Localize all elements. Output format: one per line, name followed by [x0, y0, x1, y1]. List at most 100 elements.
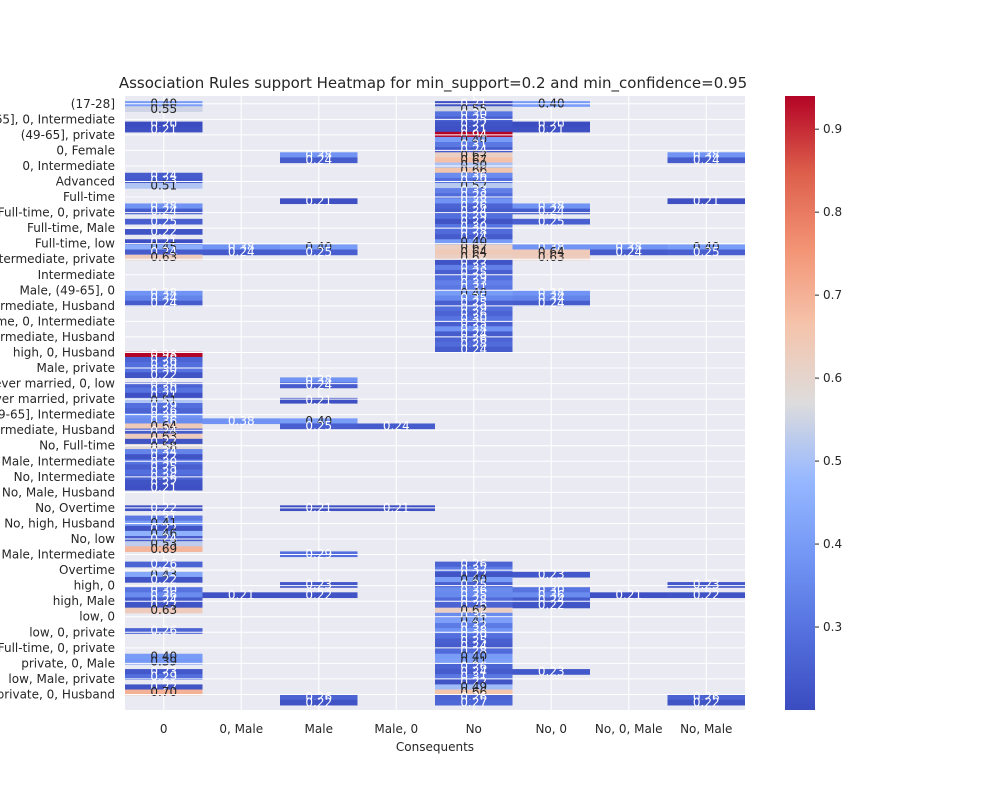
- heatmap-cell: [435, 684, 513, 691]
- heatmap-cell: [125, 658, 203, 665]
- heatmap-cell: [435, 244, 513, 251]
- y-tick-label: low, 0: [79, 610, 115, 624]
- cell-value-label: 0.21: [150, 480, 177, 494]
- heatmap-cell: [125, 669, 203, 675]
- y-axis-tick-labels: (17-28](49-65], 0, Intermediate (49-65], …: [0, 97, 115, 702]
- cell-value-label: 0.23: [538, 567, 565, 581]
- y-tick-label: Intermediate, private: [0, 252, 115, 266]
- heatmap-cell: [667, 249, 745, 256]
- cell-value-label: 0.24: [538, 296, 565, 310]
- cell-value-label: 0.26: [150, 624, 177, 638]
- y-tick-label: (49-65], 0, Intermediate: [0, 112, 115, 126]
- y-tick-label: Overtime: [59, 563, 115, 577]
- x-tick-label: No, 0: [535, 722, 567, 736]
- heatmap-cell: [125, 172, 203, 179]
- heatmap-cell: [125, 362, 203, 368]
- y-tick-label: No, Full-time: [39, 439, 115, 453]
- heatmap-cell: [125, 403, 203, 409]
- heatmap-cell: [435, 321, 513, 327]
- heatmap-cell: [435, 679, 513, 686]
- heatmap-cell: [435, 341, 513, 348]
- cell-value-label: 0.21: [538, 122, 565, 136]
- cell-value-label: 0.63: [150, 250, 177, 264]
- cell-value-label: 0.23: [305, 578, 332, 592]
- heatmap-cell: [125, 218, 203, 225]
- colorbar-tick-label: 0.3: [823, 620, 842, 634]
- y-tick-label: Full-time, 0, private: [0, 206, 115, 220]
- heatmap-cell: [125, 121, 203, 128]
- cell-value-label: 0.21: [305, 194, 332, 208]
- cell-value-label: 0.23: [693, 578, 720, 592]
- cell-value-label: 0.29: [305, 547, 332, 561]
- heatmap-cell: [435, 106, 513, 112]
- cell-value-label: 0.24: [460, 342, 487, 356]
- heatmap-cell: [280, 249, 358, 256]
- heatmap-cell: [435, 269, 513, 276]
- heatmap-cell: [435, 229, 513, 235]
- y-tick-label: No, low: [71, 532, 116, 546]
- heatmap-cell: [280, 699, 358, 706]
- heatmap-cell: [512, 249, 590, 256]
- heatmap-cell: [435, 218, 513, 225]
- heatmap-cell: [590, 592, 668, 599]
- y-tick-label: private, 0, Male: [21, 656, 115, 670]
- x-tick-label: 0: [160, 722, 168, 736]
- heatmap-cell: [435, 300, 513, 307]
- heatmap-cell: [202, 418, 280, 425]
- heatmap-cell: [435, 592, 513, 599]
- heatmap-cell: [512, 592, 590, 599]
- colorbar-tick-label: 0.9: [823, 122, 842, 136]
- heatmap-cell: [280, 694, 358, 701]
- heatmap-cell: [667, 699, 745, 706]
- y-tick-label: Never married, 0, low: [0, 377, 115, 391]
- heatmap-cell: [125, 571, 203, 578]
- y-tick-label: Intermediate, Husband: [0, 423, 115, 437]
- cell-value-label: 0.39: [150, 654, 177, 668]
- heatmap-cell: [125, 208, 203, 215]
- heatmap-cell: [512, 208, 590, 215]
- y-tick-label: Male, (49-65], 0: [19, 283, 115, 297]
- heatmap-cell: [435, 121, 513, 128]
- heatmap-cell: [125, 300, 203, 307]
- y-tick-label: Male, Intermediate: [2, 548, 115, 562]
- heatmap-cell: [435, 623, 513, 629]
- heatmap-cell: [125, 515, 203, 522]
- cell-value-label: 0.21: [615, 588, 642, 602]
- cell-value-label: 0.21: [693, 194, 720, 208]
- heatmap-cell: [125, 244, 203, 251]
- heatmap-cell: [125, 356, 203, 363]
- heatmap-cell: [280, 377, 358, 384]
- heatmap-cell: [512, 571, 590, 578]
- heatmap-cell: [125, 449, 203, 455]
- heatmap-cell: [125, 576, 203, 583]
- y-tick-label: (17-28]: [71, 97, 115, 111]
- heatmap-cell: [435, 669, 513, 675]
- heatmap-cell: [125, 177, 203, 184]
- cell-value-label: 0.24: [305, 378, 332, 392]
- heatmap-cell: [280, 198, 358, 205]
- cell-value-label: 0.22: [150, 368, 177, 382]
- heatmap-cell: [435, 689, 513, 696]
- y-tick-label: Full-time, 0, private: [0, 641, 115, 655]
- colorbar-tick-label: 0.6: [823, 371, 842, 385]
- y-tick-label: (49-65], Intermediate: [0, 408, 115, 422]
- heatmap-cell: [125, 249, 203, 256]
- heatmap-cell: [435, 203, 513, 210]
- x-tick-label: No, Male: [680, 722, 732, 736]
- heatmap-cell: [125, 397, 203, 404]
- chart-title: Association Rules support Heatmap for mi…: [119, 74, 747, 93]
- heatmap-cell: [280, 157, 358, 164]
- heatmap-cell: [280, 397, 358, 404]
- heatmap-cell: [435, 193, 513, 199]
- heatmap-cell: [125, 126, 203, 133]
- cell-value-label: 0.23: [538, 665, 565, 679]
- heatmap-cell: [512, 203, 590, 210]
- y-tick-label: Male, private: [37, 361, 115, 375]
- y-tick-label: No, Intermediate: [14, 470, 115, 484]
- y-tick-label: Intermediate: [38, 268, 115, 282]
- heatmap-cell: [435, 582, 513, 588]
- cell-value-label: 0.21: [305, 393, 332, 407]
- heatmap-cell: [435, 643, 513, 650]
- heatmap-cell: [435, 633, 513, 639]
- heatmap-cell: [280, 382, 358, 389]
